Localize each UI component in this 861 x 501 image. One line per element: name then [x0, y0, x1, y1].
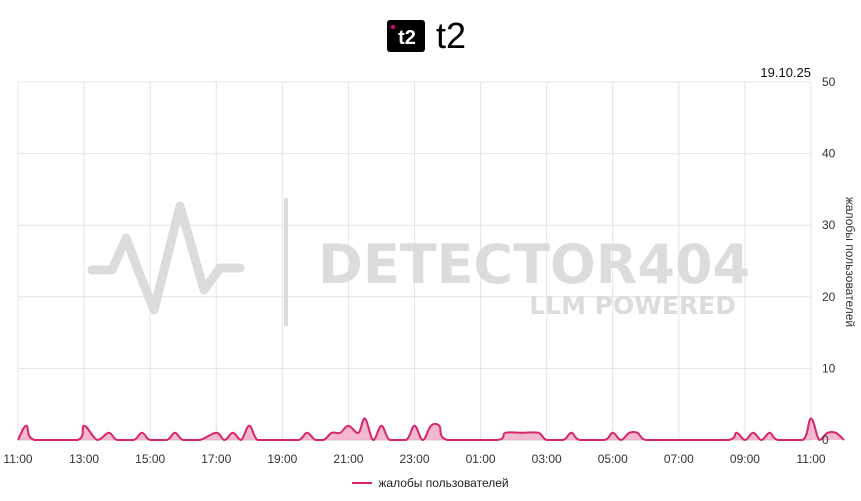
y-tick-label: 10: [822, 361, 836, 375]
x-tick-label: 07:00: [664, 452, 694, 466]
x-tick-label: 11:00: [796, 452, 825, 466]
legend: жалобы пользователей: [0, 474, 861, 496]
y-axis-ticks: 0 10 20 30 40 50: [822, 75, 836, 447]
logo-badge-text: t2: [398, 27, 416, 49]
x-tick-label: 03:00: [532, 452, 562, 466]
series-line: [17, 417, 845, 442]
x-tick-label: 01:00: [466, 452, 496, 466]
watermark-wave-icon: [87, 201, 245, 315]
x-tick-label: 05:00: [598, 452, 628, 466]
t2-logo-icon: t2: [391, 25, 416, 49]
y-tick-label: 40: [822, 147, 836, 161]
series-area: [18, 418, 844, 440]
x-tick-label: 17:00: [201, 452, 231, 466]
x-tick-label: 11:00: [3, 452, 32, 466]
date-label: 19.10.25: [760, 65, 811, 80]
x-tick-label: 13:00: [69, 452, 99, 466]
y-tick-label: 30: [822, 218, 836, 232]
brand-logo-badge: t2: [387, 20, 425, 52]
y-tick-label: 0: [822, 433, 829, 447]
y-tick-label: 20: [822, 290, 836, 304]
y-tick-label: 50: [822, 75, 836, 89]
x-tick-label: 15:00: [135, 452, 165, 466]
x-tick-label: 23:00: [399, 452, 429, 466]
brand-name: t2: [436, 15, 467, 56]
x-axis-ticks: 11:00 13:00 15:00 17:00 19:00 21:00 23:00 01:00…: [3, 452, 825, 466]
watermark-title: DETECTOR404: [318, 233, 750, 296]
legend-swatch: [352, 481, 373, 484]
watermark-subtitle: LLM POWERED: [529, 291, 736, 320]
header: t2 t2: [0, 0, 861, 70]
x-tick-label: 09:00: [730, 452, 760, 466]
legend-label: жалобы пользователей: [378, 475, 509, 490]
watermark: DETECTOR404 LLM POWERED: [87, 198, 750, 326]
x-tick-label: 19:00: [267, 452, 297, 466]
x-tick-label: 21:00: [333, 452, 363, 466]
y-axis-label: жалобы пользователей: [843, 197, 857, 327]
